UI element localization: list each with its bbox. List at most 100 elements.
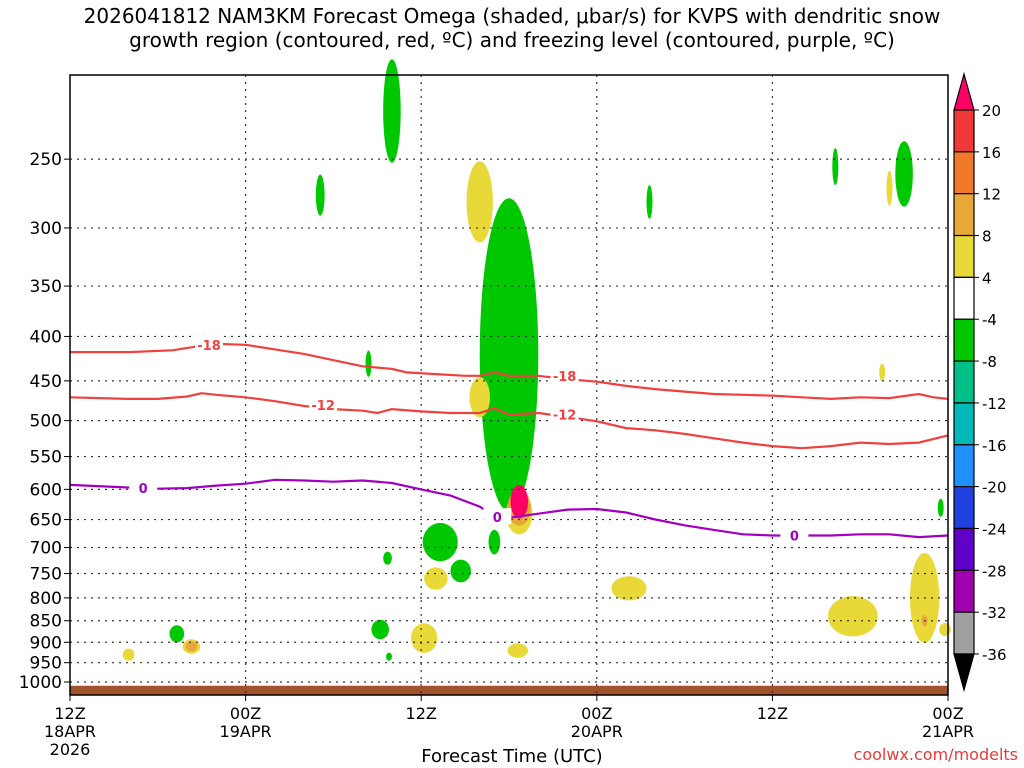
omega-cell--4 xyxy=(386,652,393,661)
y-tick-label-750: 750 xyxy=(30,565,62,585)
x-tick-label-0: 12Z xyxy=(54,704,85,723)
omega-cell-4 xyxy=(886,170,893,206)
contour-label-minus18-b: -18 xyxy=(553,370,577,385)
x-tick-date-3: 20APR xyxy=(571,722,623,741)
colorbar-bottom-arrow xyxy=(953,653,975,693)
omega-cell--4 xyxy=(383,59,401,163)
chart-title: 2026041812 NAM3KM Forecast Omega (shaded… xyxy=(0,4,1024,52)
y-tick-label-300: 300 xyxy=(30,219,62,239)
omega-cell--4 xyxy=(450,559,471,583)
colorbar-label-4: 4 xyxy=(982,269,992,287)
omega-cell-4 xyxy=(879,363,886,381)
contour-label-minus12-b-bg xyxy=(550,405,579,422)
colorbar-label-10: -24 xyxy=(982,520,1007,538)
colorbar-box-6 xyxy=(953,318,975,362)
omega-cell--4 xyxy=(832,148,839,186)
x-tick-label-2: 12Z xyxy=(406,704,437,723)
omega-cell-4 xyxy=(507,643,529,658)
colorbar-label-11: -28 xyxy=(982,562,1007,580)
y-tick-label-250: 250 xyxy=(30,150,62,170)
colorbar-top-arrow xyxy=(953,71,975,111)
omega-cell-4 xyxy=(424,567,448,590)
omega-cell--4 xyxy=(646,185,653,219)
omega-cell-4 xyxy=(466,161,493,243)
colorbar-box-8 xyxy=(953,402,975,446)
contour-label-zero-c: 0 xyxy=(790,529,799,544)
omega-cell--8 xyxy=(479,198,539,512)
contour-label-zero-b: 0 xyxy=(493,511,502,526)
omega-shading-layer xyxy=(122,59,951,661)
colorbar-box-13 xyxy=(953,611,975,655)
y-tick-label-1000: 1000 xyxy=(19,673,62,693)
omega-cell--4 xyxy=(488,529,501,555)
colorbar-label-5: -4 xyxy=(982,311,997,329)
omega-cell--4 xyxy=(895,141,913,207)
contour--12C xyxy=(69,392,949,450)
colorbar-label-0: 20 xyxy=(982,102,1001,120)
plot-frame xyxy=(69,74,949,696)
colorbar-label-8: -16 xyxy=(982,437,1007,455)
y-tick-label-800: 800 xyxy=(30,589,62,609)
colorbar-box-12 xyxy=(953,569,975,613)
omega-cell-4 xyxy=(939,622,951,637)
colorbar-box-4 xyxy=(953,234,975,278)
omega-cell-4 xyxy=(611,576,647,601)
y-tick-label-550: 550 xyxy=(30,448,62,468)
y-tick-label-600: 600 xyxy=(30,480,62,500)
omega-cell--4 xyxy=(383,551,392,565)
omega-cell--4 xyxy=(371,619,390,640)
temperature-contours: -18 -18 -12 -12 0 0 0 xyxy=(69,335,949,544)
contour-label-zero-c-bg xyxy=(780,526,809,543)
colorbar-label-6: -8 xyxy=(982,353,997,371)
pressure-axis: 2503003504004505005506006507007508008509… xyxy=(19,150,70,693)
omega-cell-8 xyxy=(185,641,198,652)
colorbar-label-9: -20 xyxy=(982,479,1007,497)
omega-cell-4 xyxy=(469,377,490,418)
colorbar-box-5 xyxy=(953,276,975,320)
ground-surface xyxy=(70,685,948,695)
omega-cell--4 xyxy=(365,350,372,377)
contour--18C xyxy=(70,342,949,401)
omega-cell--4 xyxy=(169,625,185,643)
y-tick-label-350: 350 xyxy=(30,277,62,297)
omega-cell--4 xyxy=(937,498,944,517)
y-tick-label-850: 850 xyxy=(30,612,62,632)
x-tick-date-5: 21APR xyxy=(922,722,974,741)
pressure-gridlines xyxy=(70,75,948,695)
colorbar-box-3 xyxy=(953,193,975,237)
credit-text: coolwx.com/modelts xyxy=(853,745,1018,764)
contour-label-zero-b-bg xyxy=(483,508,512,525)
x-tick-date-0: 18APR xyxy=(44,722,96,741)
y-tick-label-500: 500 xyxy=(30,412,62,432)
omega-cell--4 xyxy=(422,522,458,562)
y-tick-label-950: 950 xyxy=(30,654,62,674)
colorbar-label-3: 8 xyxy=(982,228,992,246)
contour-label-minus18-a: -18 xyxy=(197,339,221,354)
y-tick-label-650: 650 xyxy=(30,511,62,531)
x-tick-label-5: 00Z xyxy=(932,704,963,723)
contour-label-minus12-a: -12 xyxy=(311,399,335,414)
colorbar-box-9 xyxy=(953,444,975,488)
y-tick-label-400: 400 xyxy=(30,327,62,347)
x-tick-year-0: 2026 xyxy=(50,740,91,759)
x-tick-label-1: 00Z xyxy=(230,704,261,723)
x-tick-date-1: 19APR xyxy=(220,722,272,741)
colorbar-label-1: 16 xyxy=(982,144,1001,162)
omega-colorbar: 20 16 12 8 4 -4 -8 -12 -16 -20 -24 -28 -32 -36 xyxy=(953,71,1007,693)
x-tick-label-3: 00Z xyxy=(581,704,612,723)
colorbar-box-10 xyxy=(953,486,975,530)
omega-cell--4 xyxy=(315,174,325,216)
omega-cell-4 xyxy=(122,648,135,661)
omega-cell-20 xyxy=(510,484,529,519)
y-tick-label-900: 900 xyxy=(30,633,62,653)
contour-label-minus12-b: -12 xyxy=(553,409,577,424)
y-tick-label-450: 450 xyxy=(30,372,62,392)
contour-label-minus18-a-bg xyxy=(195,335,224,352)
omega-cell-4 xyxy=(410,623,438,653)
colorbar-box-2 xyxy=(953,151,975,195)
colorbar-label-2: 12 xyxy=(982,186,1001,204)
y-tick-label-700: 700 xyxy=(30,538,62,558)
contour-label-minus18-b-bg xyxy=(550,366,579,383)
